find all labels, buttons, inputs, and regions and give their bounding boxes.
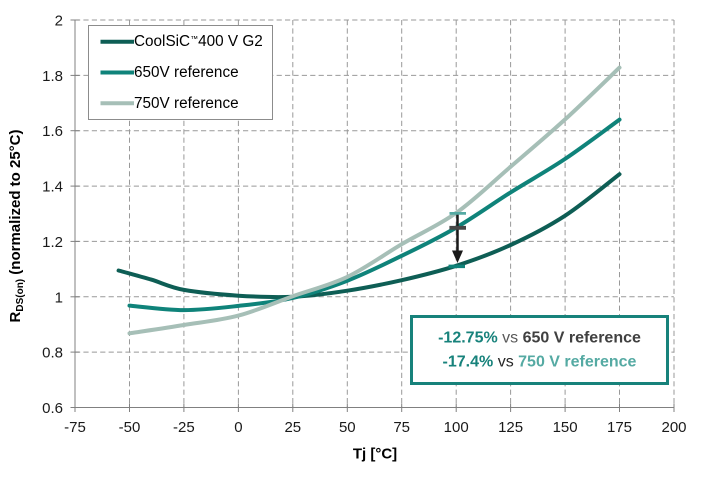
svg-text:1: 1	[55, 289, 63, 306]
svg-text:-17.4% vs 750 V reference: -17.4% vs 750 V reference	[443, 353, 637, 370]
svg-text:50: 50	[339, 419, 356, 436]
svg-text:125: 125	[498, 419, 523, 436]
svg-text:100: 100	[444, 419, 469, 436]
svg-text:-75: -75	[64, 419, 86, 436]
svg-text:-12.75% vs 650 V reference: -12.75% vs 650 V reference	[438, 330, 641, 347]
svg-text:1.4: 1.4	[42, 179, 63, 196]
svg-text:0.6: 0.6	[42, 400, 63, 417]
svg-text:650V reference: 650V reference	[134, 64, 239, 81]
svg-text:CoolSiC™400 V G2: CoolSiC™400 V G2	[134, 33, 263, 50]
svg-text:0: 0	[234, 419, 242, 436]
svg-text:-25: -25	[173, 419, 195, 436]
svg-text:1.8: 1.8	[42, 68, 63, 85]
svg-text:-50: -50	[119, 419, 141, 436]
svg-text:150: 150	[553, 419, 578, 436]
svg-text:200: 200	[661, 419, 686, 436]
svg-text:25: 25	[284, 419, 301, 436]
svg-text:2: 2	[55, 13, 63, 30]
svg-text:0.8: 0.8	[42, 345, 63, 362]
svg-text:1.6: 1.6	[42, 123, 63, 140]
svg-text:Tj [°C]: Tj [°C]	[353, 446, 397, 463]
svg-text:RDS(on) (normalized to 25°C): RDS(on) (normalized to 25°C)	[7, 130, 26, 323]
svg-text:175: 175	[607, 419, 632, 436]
svg-text:750V reference: 750V reference	[134, 95, 239, 112]
svg-text:1.2: 1.2	[42, 234, 63, 251]
svg-text:75: 75	[393, 419, 410, 436]
